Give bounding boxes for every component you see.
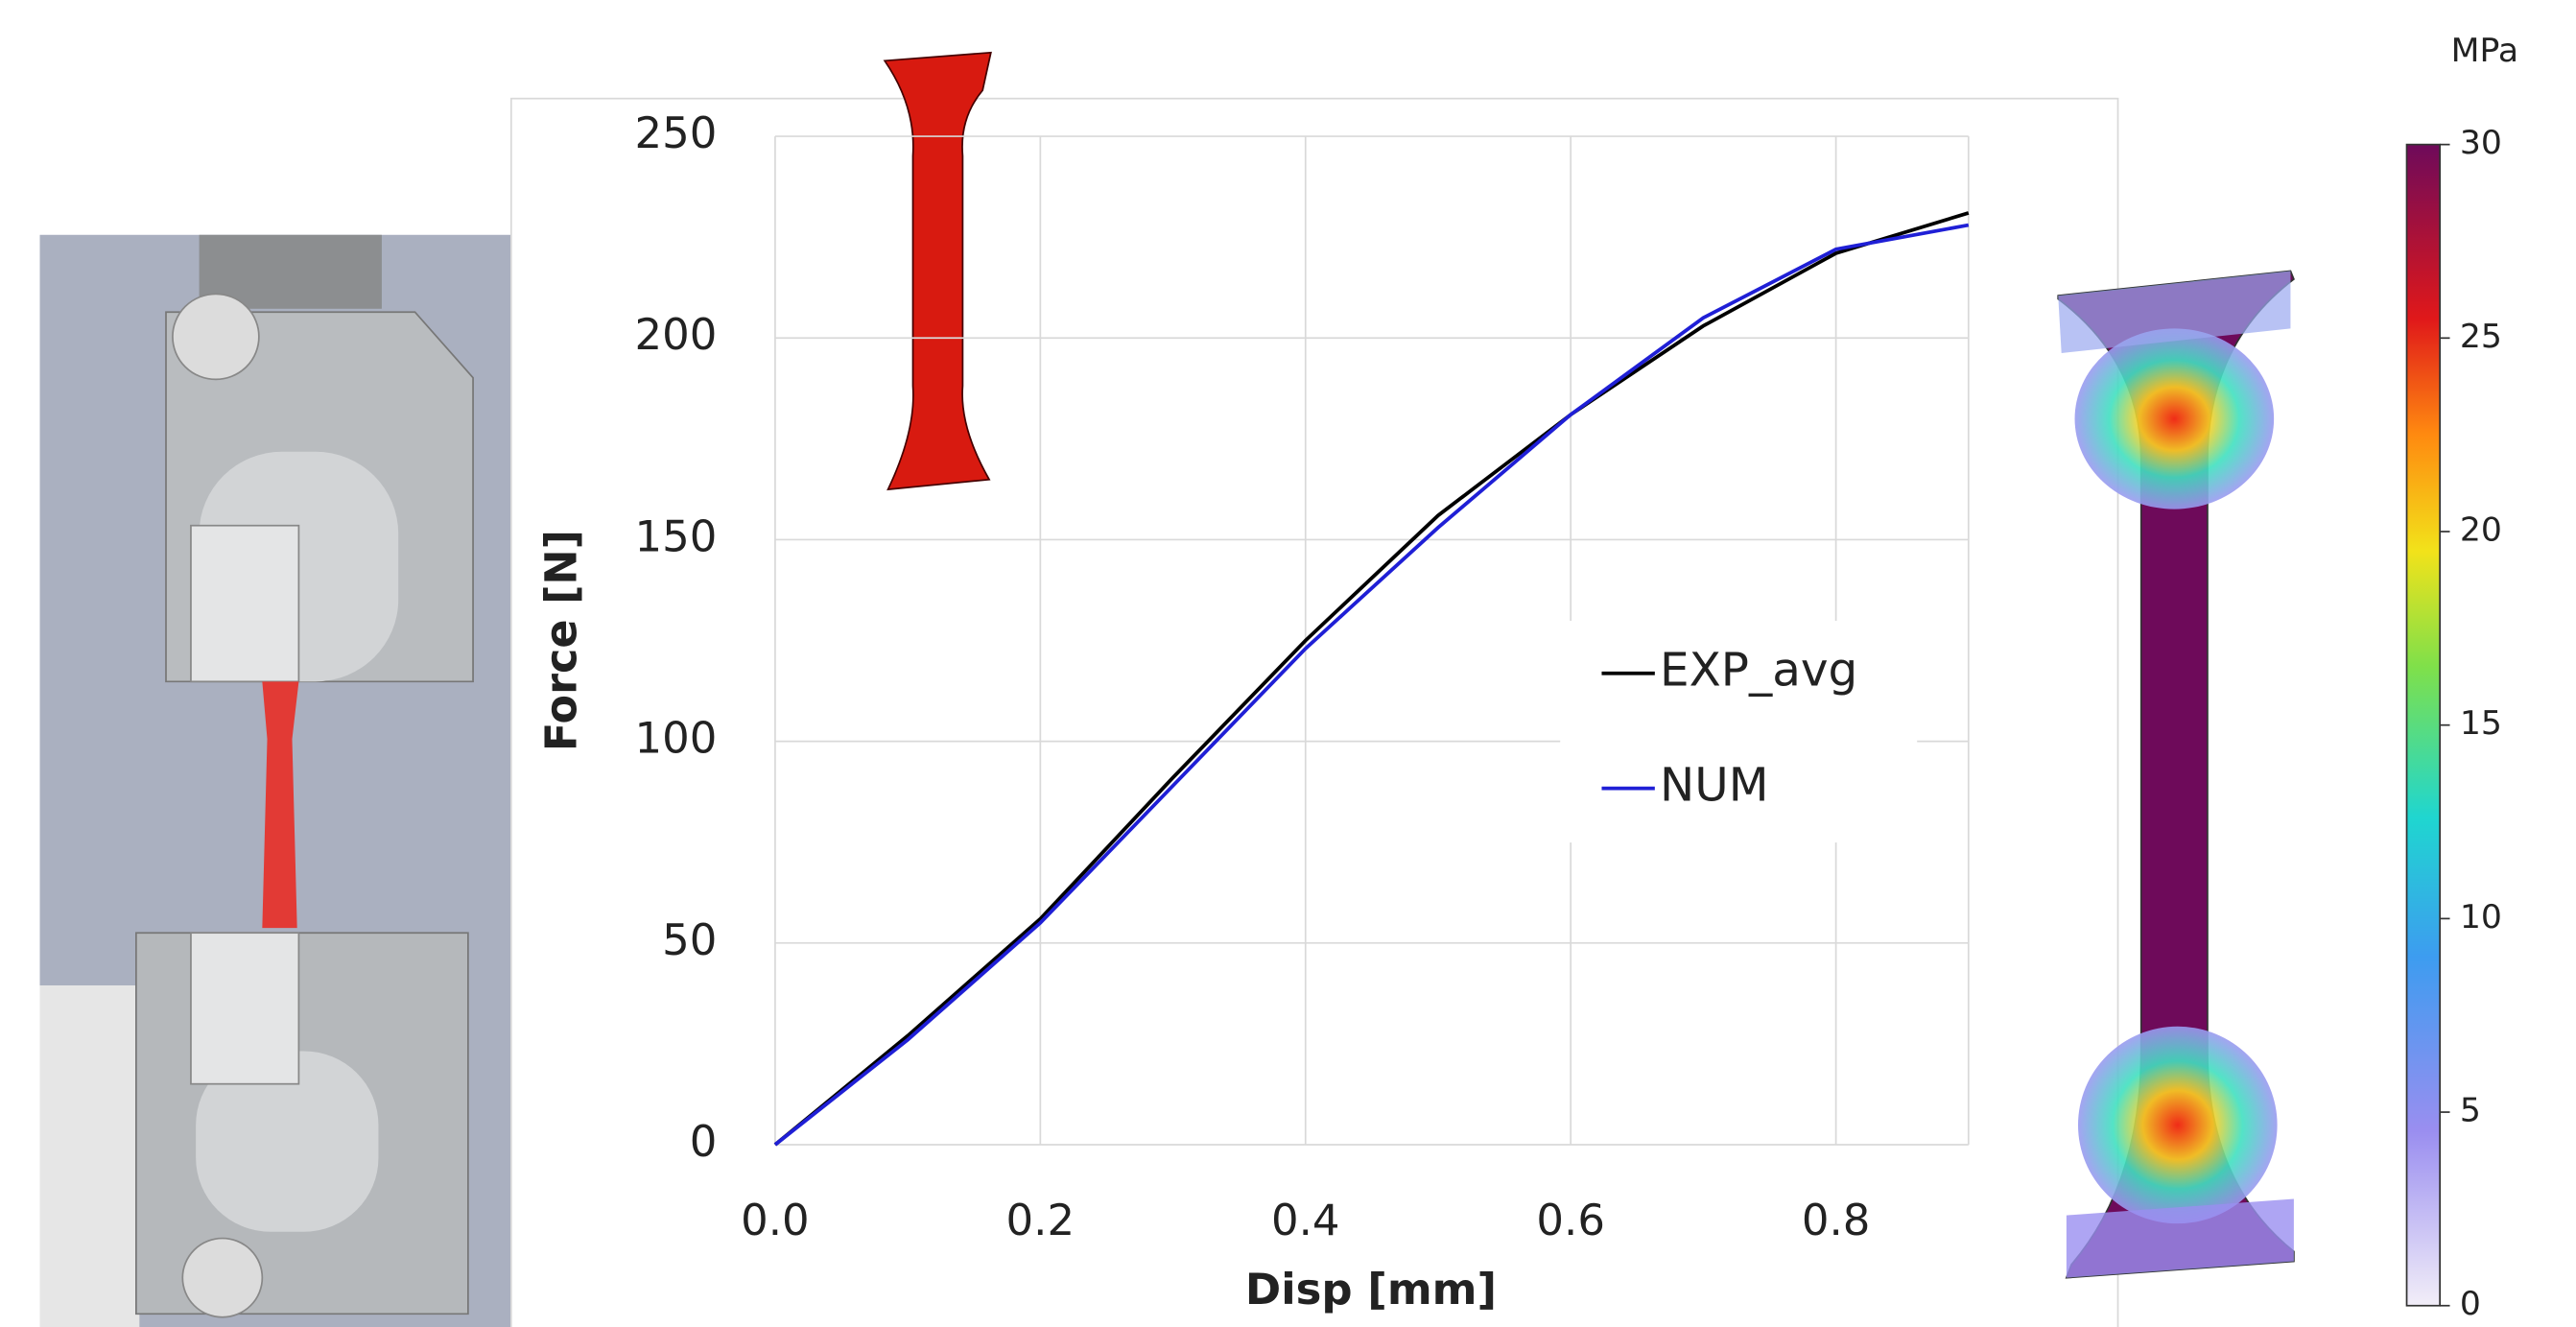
- y-tick-label: 50: [662, 914, 717, 965]
- colorbar-label: MPa: [2451, 32, 2518, 70]
- y-tick-label: 250: [635, 107, 718, 158]
- stress-plot: [2057, 270, 2295, 1279]
- photo: [39, 234, 511, 1327]
- colorbar-tick-label: 0: [2460, 1285, 2481, 1323]
- colorbar-tick-label: 15: [2460, 704, 2502, 743]
- x-tick-label: 0.0: [741, 1195, 810, 1245]
- x-tick-label: 0.8: [1802, 1195, 1871, 1245]
- mesh-inset: [883, 51, 992, 491]
- legend-label: NUM: [1660, 759, 1768, 813]
- data-line: [773, 211, 1970, 1147]
- colorbar-tick-label: 30: [2460, 124, 2502, 162]
- legend-box: [1560, 620, 1918, 843]
- legend-label: EXP_avg: [1660, 644, 1857, 698]
- x-axis-title: Disp [mm]: [1245, 1264, 1497, 1315]
- x-tick-label: 0.2: [1006, 1195, 1075, 1245]
- colorbar-tick-label: 10: [2460, 898, 2502, 936]
- y-tick-label: 0: [690, 1116, 718, 1167]
- x-tick-label: 0.4: [1271, 1195, 1340, 1245]
- data-line: [773, 223, 1970, 1147]
- colorbar-tick-label: 5: [2460, 1092, 2481, 1130]
- y-tick-label: 200: [635, 309, 718, 360]
- chart-frame: [509, 97, 2119, 1327]
- y-tick-label: 150: [635, 511, 718, 562]
- colorbar: [2405, 143, 2442, 1307]
- y-tick-label: 100: [635, 713, 718, 764]
- x-tick-label: 0.6: [1536, 1195, 1605, 1245]
- y-axis-title: Force [N]: [535, 530, 586, 751]
- colorbar-tick-label: 25: [2460, 318, 2502, 356]
- colorbar-tick-label: 20: [2460, 511, 2502, 550]
